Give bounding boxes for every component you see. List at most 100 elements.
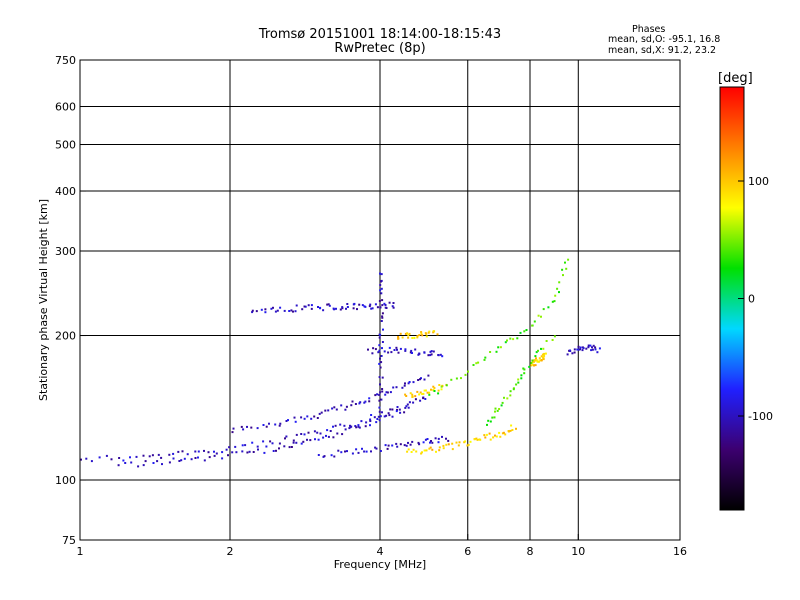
- colorbar-label: [deg]: [718, 71, 753, 86]
- echo-point: [227, 454, 229, 457]
- echo-point: [430, 353, 433, 356]
- echo-point: [213, 450, 215, 453]
- echo-point: [405, 444, 408, 447]
- echo-point: [351, 452, 354, 455]
- echo-point: [207, 451, 210, 454]
- echo-point: [395, 346, 398, 349]
- echo-point: [272, 306, 274, 309]
- echo-point: [378, 419, 381, 422]
- echo-point: [302, 440, 305, 443]
- echo-point: [503, 396, 505, 399]
- echo-point: [421, 334, 424, 337]
- echo-point: [168, 453, 171, 456]
- echo-point: [403, 444, 406, 447]
- echo-point: [288, 310, 291, 312]
- echo-point: [387, 444, 390, 447]
- echo-point: [379, 306, 382, 309]
- echo-point: [344, 428, 347, 431]
- echo-point: [194, 457, 197, 459]
- echo-point: [447, 439, 450, 442]
- echo-point: [433, 390, 436, 392]
- echo-point: [354, 425, 357, 427]
- echo-point: [272, 450, 275, 452]
- echo-point: [172, 457, 175, 460]
- echo-point: [320, 411, 323, 414]
- echo-point: [564, 261, 566, 264]
- echo-point: [485, 433, 488, 436]
- echo-point: [142, 454, 145, 457]
- echo-point: [310, 304, 313, 307]
- echo-point: [424, 398, 427, 400]
- echo-point: [399, 332, 402, 335]
- echo-point: [464, 373, 467, 376]
- echo-point: [391, 415, 394, 418]
- echo-point: [118, 457, 121, 459]
- echo-point: [292, 439, 295, 442]
- echo-point: [423, 449, 426, 452]
- echo-point: [369, 420, 372, 422]
- echo-point: [324, 409, 327, 412]
- echo-point: [369, 303, 372, 306]
- echo-point: [558, 281, 561, 284]
- echo-point: [399, 411, 402, 414]
- echo-point: [265, 445, 268, 448]
- echo-point: [367, 348, 369, 351]
- echo-point: [435, 450, 437, 453]
- echo-point: [376, 306, 379, 309]
- echo-point: [535, 351, 538, 354]
- echo-point: [451, 442, 454, 445]
- echo-point: [381, 411, 383, 414]
- echo-point: [129, 456, 131, 459]
- echo-point: [306, 438, 308, 441]
- echo-point: [336, 432, 339, 435]
- echo-point: [278, 424, 281, 427]
- echo-point: [509, 394, 512, 397]
- echo-point: [407, 334, 410, 337]
- echo-point: [329, 430, 332, 432]
- echo-point: [406, 332, 409, 335]
- echo-point: [316, 431, 319, 434]
- echo-point: [391, 305, 394, 308]
- x-tick-label: 16: [673, 545, 687, 558]
- x-tick-label: 1: [77, 545, 84, 558]
- echo-point: [333, 455, 336, 458]
- echo-point: [426, 438, 429, 440]
- echo-point: [565, 267, 568, 270]
- echo-point: [322, 309, 325, 312]
- echo-point: [437, 392, 440, 395]
- echo-point: [537, 314, 540, 317]
- echo-point: [432, 350, 435, 353]
- echo-point: [285, 420, 288, 422]
- echo-point: [269, 440, 272, 443]
- echo-point: [424, 332, 427, 335]
- echo-point: [330, 454, 333, 457]
- echo-point: [225, 448, 228, 451]
- echo-point: [300, 416, 303, 419]
- echo-point: [404, 332, 407, 335]
- echo-point: [437, 389, 440, 392]
- echo-point: [506, 397, 509, 400]
- echo-point: [256, 445, 259, 448]
- echo-point: [262, 440, 265, 443]
- echo-point: [420, 332, 423, 335]
- echo-point: [335, 307, 337, 310]
- echo-point: [467, 443, 470, 446]
- echo-point: [151, 454, 154, 457]
- y-tick-label: 200: [55, 330, 76, 343]
- colorbar-tick-label: 0: [748, 293, 755, 306]
- echo-point: [314, 438, 316, 441]
- echo-point: [168, 461, 171, 464]
- echo-point: [378, 406, 381, 409]
- echo-point: [353, 302, 356, 305]
- echo-point: [316, 417, 319, 419]
- echo-point: [576, 348, 579, 351]
- echo-point: [378, 399, 381, 402]
- echo-point: [442, 444, 445, 447]
- echo-point: [396, 348, 398, 351]
- echo-point: [339, 423, 342, 426]
- echo-point: [386, 391, 389, 394]
- echo-point: [579, 348, 581, 351]
- echo-point: [409, 443, 412, 446]
- echo-point: [359, 401, 362, 404]
- echo-point: [360, 420, 363, 423]
